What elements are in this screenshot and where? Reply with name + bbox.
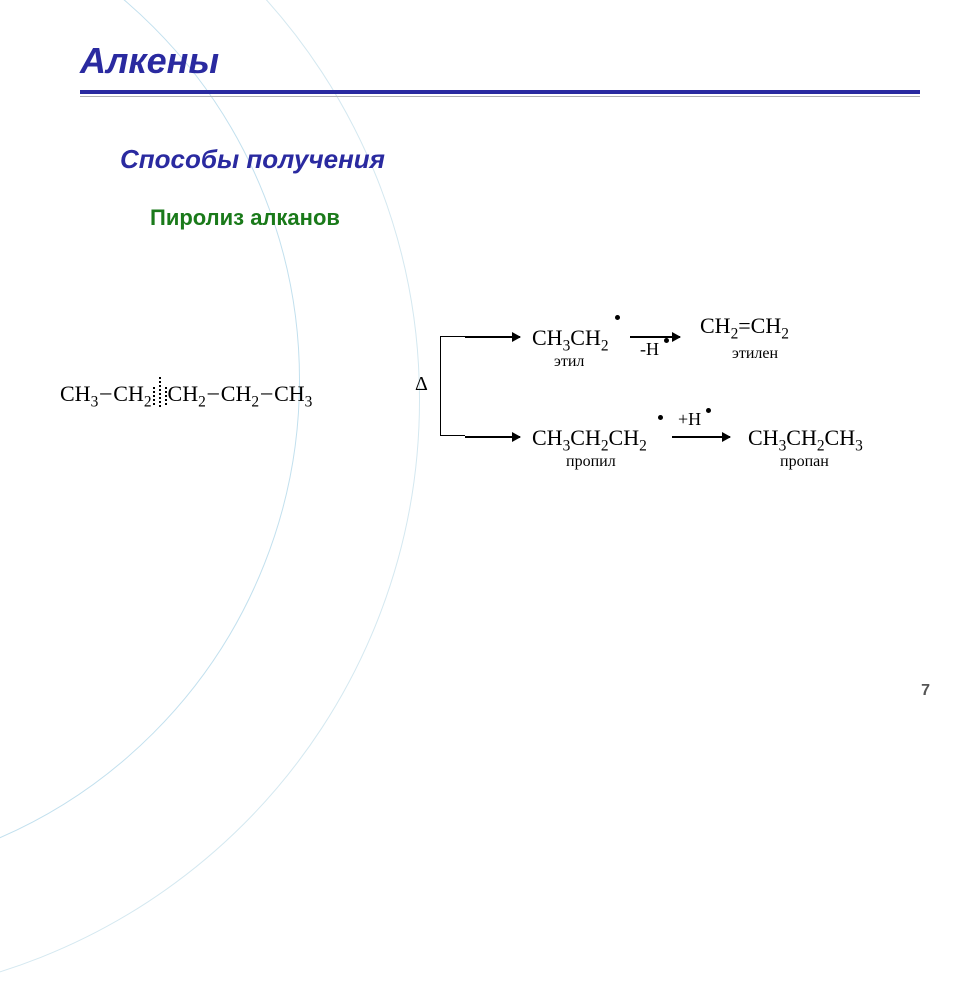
- propyl-radical-dot: [658, 415, 663, 420]
- ethyl-ch-1: CH: [532, 325, 563, 350]
- ethylene-s2b: 2: [781, 325, 789, 342]
- reaction-bracket: [440, 336, 465, 436]
- propane-label: пропан: [780, 453, 829, 471]
- propyl-s2a: 2: [601, 437, 609, 454]
- propyl-ch3: CH: [609, 425, 640, 450]
- propane-ch3: CH: [825, 425, 856, 450]
- plus-h-text: +H: [678, 409, 701, 429]
- propyl-s2b: 2: [639, 437, 647, 454]
- reaction-diagram: CH3–CH2CH2–CH2–CH3 Δ CH3CH2 этил -H CH2=…: [60, 301, 900, 551]
- arrow-top-2: [630, 336, 680, 338]
- ethylene-ch2a: CH: [700, 313, 731, 338]
- propane-ch1: CH: [748, 425, 779, 450]
- minus-h-dot: [664, 338, 669, 343]
- ethyl-sub2: 2: [601, 337, 609, 354]
- arrow-bottom-2: [672, 436, 730, 438]
- ethyl-radical-dot: [615, 315, 620, 320]
- propane-s2: 2: [817, 437, 825, 454]
- minus-h-label: -H: [640, 339, 669, 360]
- ethylene-eq: =CH: [738, 313, 781, 338]
- ethyl-label: этил: [554, 353, 584, 371]
- slide-subtitle2: Пиролиз алканов: [150, 205, 900, 231]
- delta-symbol: Δ: [415, 373, 428, 396]
- plus-h-label: +H: [678, 409, 711, 430]
- propane-s3b: 3: [855, 437, 863, 454]
- ethylene-label: этилен: [732, 345, 778, 363]
- ethyl-ch-2: CH: [570, 325, 601, 350]
- propyl-radical: CH3CH2CH2: [532, 425, 647, 455]
- propyl-ch2: CH: [570, 425, 601, 450]
- arrow-top-1: [465, 336, 520, 338]
- minus-h-text: -H: [640, 339, 659, 359]
- slide-title: Алкены: [80, 40, 900, 82]
- propane-formula: CH3CH2CH3: [748, 425, 863, 455]
- propyl-ch1: CH: [532, 425, 563, 450]
- slide-subtitle: Способы получения: [120, 144, 900, 175]
- slide-container: Алкены Способы получения Пиролиз алканов…: [0, 0, 960, 720]
- ethylene-formula: CH2=CH2: [700, 313, 789, 343]
- plus-h-dot: [706, 408, 711, 413]
- propane-ch2: CH: [786, 425, 817, 450]
- arrow-bottom-1: [465, 436, 520, 438]
- title-underline: [80, 90, 920, 94]
- ethyl-radical: CH3CH2: [532, 325, 609, 355]
- propyl-label: пропил: [566, 453, 616, 471]
- page-number: 7: [921, 682, 930, 700]
- reactant-formula: CH3–CH2CH2–CH2–CH3: [60, 381, 312, 411]
